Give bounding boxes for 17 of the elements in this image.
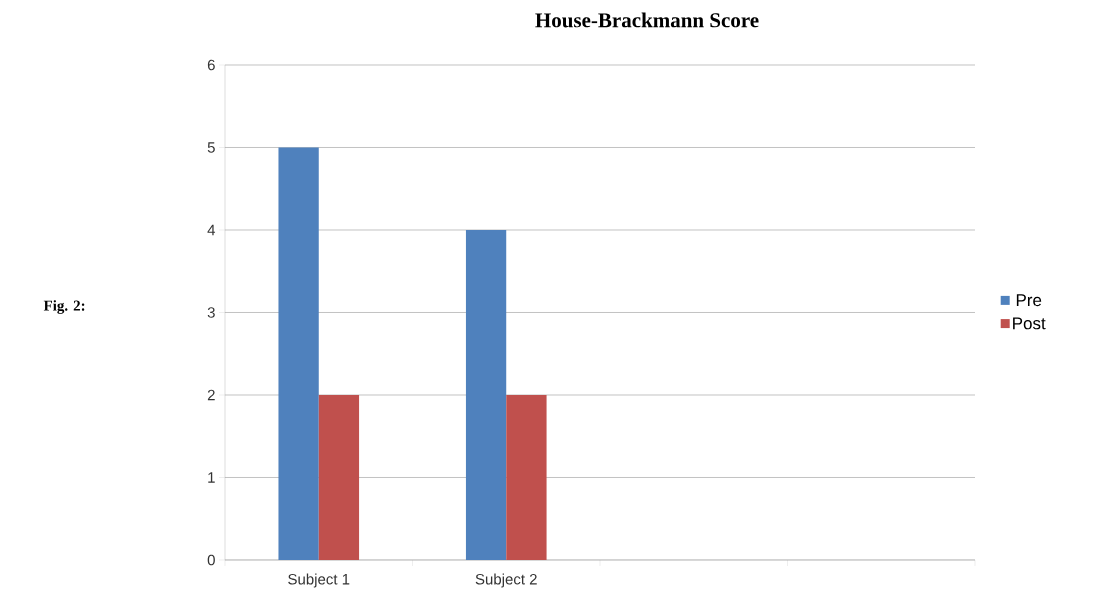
legend-label: Pre: [1016, 294, 1042, 307]
bar: [506, 394, 547, 560]
chart-title: House-Brackmann Score: [535, 12, 759, 28]
y-tick-label: 3: [207, 307, 215, 318]
y-tick-label: 4: [207, 224, 216, 236]
bar: [278, 147, 319, 560]
legend-label: Post: [1013, 317, 1046, 330]
y-tick-label: 2: [207, 389, 215, 401]
text: Fig. 2:: [43, 300, 85, 314]
y-tick-label: 1: [208, 472, 215, 483]
bar: [465, 229, 507, 560]
y-tick-label: 0: [207, 554, 215, 566]
bar: [318, 394, 360, 560]
x-tick-label: Subject 1: [288, 573, 350, 588]
y-tick-label: 6: [207, 59, 215, 71]
x-tick-label: Subject 2: [475, 573, 537, 588]
y-tick-label: 5: [207, 142, 215, 153]
